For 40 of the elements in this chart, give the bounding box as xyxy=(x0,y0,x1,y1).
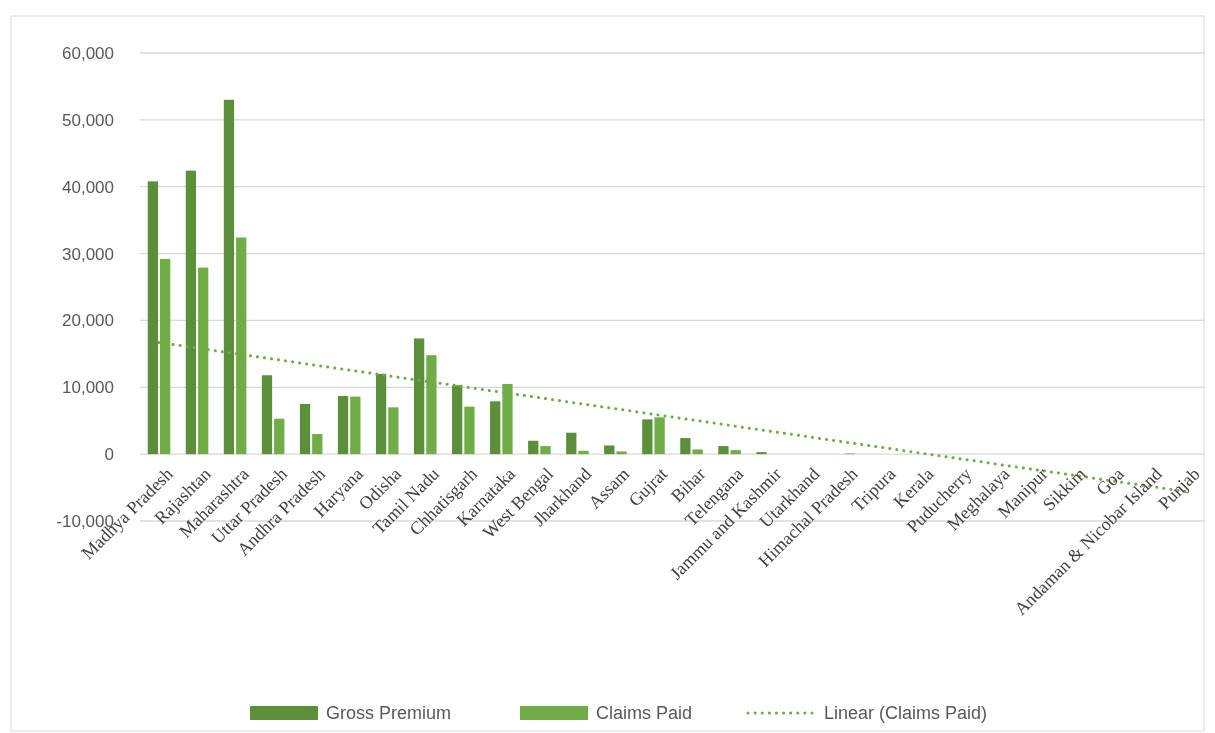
bar xyxy=(528,440,539,455)
bar xyxy=(388,407,399,455)
bar xyxy=(616,451,627,455)
bar xyxy=(375,373,387,455)
bar xyxy=(299,404,311,455)
bar xyxy=(223,99,235,455)
bar xyxy=(578,450,589,455)
bar xyxy=(692,449,703,455)
legend-label: Claims Paid xyxy=(596,703,693,724)
bar xyxy=(604,445,615,455)
y-tick-label: 30,000 xyxy=(62,244,114,264)
bar xyxy=(730,450,741,455)
bar xyxy=(540,446,551,455)
bar xyxy=(274,418,285,455)
bar xyxy=(642,419,653,455)
bar xyxy=(566,432,577,455)
bar xyxy=(718,446,729,455)
bar xyxy=(337,395,349,455)
bar xyxy=(185,170,197,455)
y-tick-label: 10,000 xyxy=(62,378,114,398)
y-tick-label: 50,000 xyxy=(62,110,114,130)
bar xyxy=(426,355,437,455)
bar xyxy=(654,417,665,455)
bar xyxy=(312,434,323,455)
bar xyxy=(502,383,513,455)
bar xyxy=(261,375,273,455)
bar xyxy=(452,385,463,455)
y-tick-label: 20,000 xyxy=(62,311,114,331)
bar xyxy=(680,438,691,455)
legend-label: Linear (Claims Paid) xyxy=(824,703,988,724)
y-tick-label: 60,000 xyxy=(62,43,114,63)
y-tick-label: 0 xyxy=(104,445,114,465)
bar xyxy=(490,401,501,455)
bar xyxy=(414,338,425,455)
legend-label: Gross Premium xyxy=(326,703,452,724)
bar xyxy=(350,396,361,455)
bar xyxy=(756,452,767,455)
bar xyxy=(147,181,159,455)
y-tick-label: 40,000 xyxy=(62,177,114,197)
bar xyxy=(464,406,475,455)
